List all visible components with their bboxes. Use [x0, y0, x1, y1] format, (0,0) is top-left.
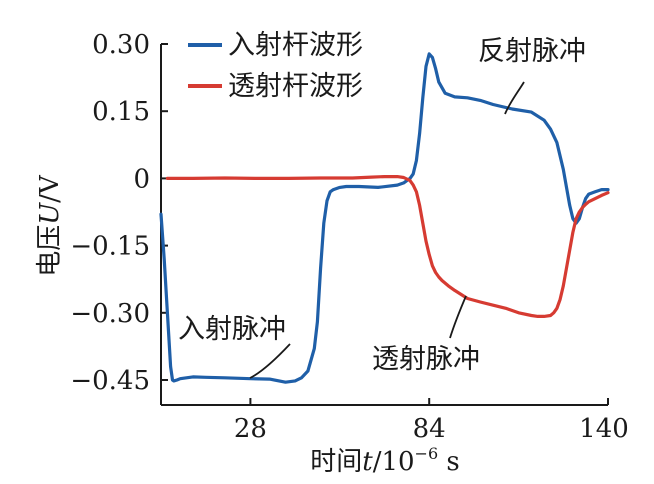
annotation-transmitted-pulse: 透射脉冲: [372, 344, 480, 375]
y-tick-label: −0.30: [70, 299, 150, 329]
y-tick-label: −0.45: [70, 366, 150, 396]
series: [159, 52, 610, 384]
x-axis-label-prefix: 时间: [310, 447, 362, 477]
x-axis-label-suffix: s: [438, 447, 460, 477]
x-tick-label: 28: [234, 414, 267, 444]
annotations: 反射脉冲 入射脉冲 透射脉冲: [178, 36, 586, 379]
annotation-incident-pulse: 入射脉冲: [178, 314, 286, 345]
y-axis-label: 电压U/V: [35, 174, 65, 277]
x-tick-label: 84: [413, 414, 446, 444]
y-axis-label-prefix: 电压: [35, 225, 65, 277]
y-axis-label-suffix: /V: [35, 174, 65, 203]
annotation-leader-reflected: [504, 81, 525, 115]
annotation-reflected-pulse: 反射脉冲: [478, 36, 586, 67]
y-tick-label: −0.15: [70, 232, 150, 262]
annotation-leader-transmitted: [449, 295, 467, 339]
y-tick-label: 0.15: [92, 97, 150, 127]
x-axis-label-unit: /10: [373, 447, 415, 477]
x-axis-label-exponent: −6: [415, 444, 439, 463]
ticks: 28 84 140 0.30 0.15 0 −0.15 −0.30 −0.45: [70, 30, 629, 444]
y-tick-label: 0: [133, 164, 150, 194]
y-tick-label: 0.30: [92, 30, 150, 60]
series-line-transmitted-bar: [165, 175, 610, 318]
x-axis-label-var: t: [362, 447, 373, 477]
y-axis-label-var: U: [35, 202, 65, 225]
annotation-leader-incident: [249, 343, 291, 379]
axis-labels: 时间t/10−6 s 电压U/V: [35, 174, 460, 477]
legend-label-incident: 入射杆波形: [228, 30, 363, 61]
x-tick-label: 140: [579, 414, 629, 444]
legend: 入射杆波形 透射杆波形: [188, 30, 363, 102]
series-line-incident-bar: [159, 52, 610, 384]
legend-label-transmitted: 透射杆波形: [228, 71, 363, 102]
x-axis-label: 时间t/10−6 s: [310, 444, 460, 477]
